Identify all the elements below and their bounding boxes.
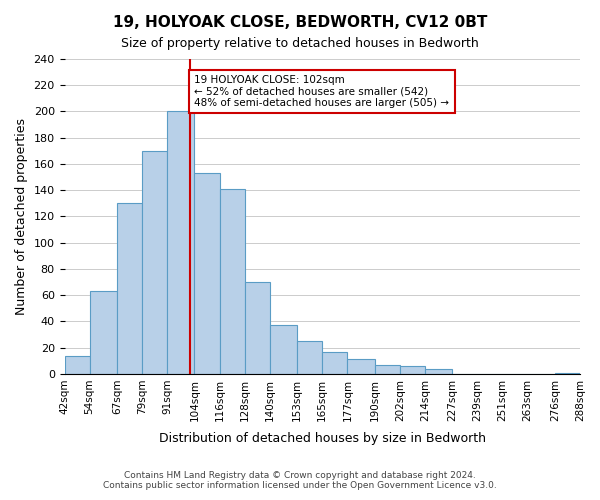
Bar (347, 360, 374, 374)
Bar (89, 291, 117, 374)
Bar (167, 112, 194, 374)
Bar (194, 173, 220, 374)
Text: 19 HOLYOAK CLOSE: 102sqm
← 52% of detached houses are smaller (542)
48% of semi-: 19 HOLYOAK CLOSE: 102sqm ← 52% of detach… (194, 74, 449, 108)
Bar (65, 356, 89, 374)
Bar (220, 189, 245, 374)
Bar (425, 368, 452, 374)
Bar (555, 372, 580, 374)
Text: Contains HM Land Registry data © Crown copyright and database right 2024.
Contai: Contains HM Land Registry data © Crown c… (103, 470, 497, 490)
Bar (374, 364, 400, 374)
Bar (400, 366, 425, 374)
Bar (322, 352, 347, 374)
X-axis label: Distribution of detached houses by size in Bedworth: Distribution of detached houses by size … (159, 432, 486, 445)
Bar (297, 341, 322, 374)
Text: 19, HOLYOAK CLOSE, BEDWORTH, CV12 0BT: 19, HOLYOAK CLOSE, BEDWORTH, CV12 0BT (113, 15, 487, 30)
Bar (270, 326, 297, 374)
Bar (245, 282, 270, 374)
Bar (142, 151, 167, 374)
Bar (117, 204, 142, 374)
Y-axis label: Number of detached properties: Number of detached properties (15, 118, 28, 315)
Text: Size of property relative to detached houses in Bedworth: Size of property relative to detached ho… (121, 38, 479, 51)
